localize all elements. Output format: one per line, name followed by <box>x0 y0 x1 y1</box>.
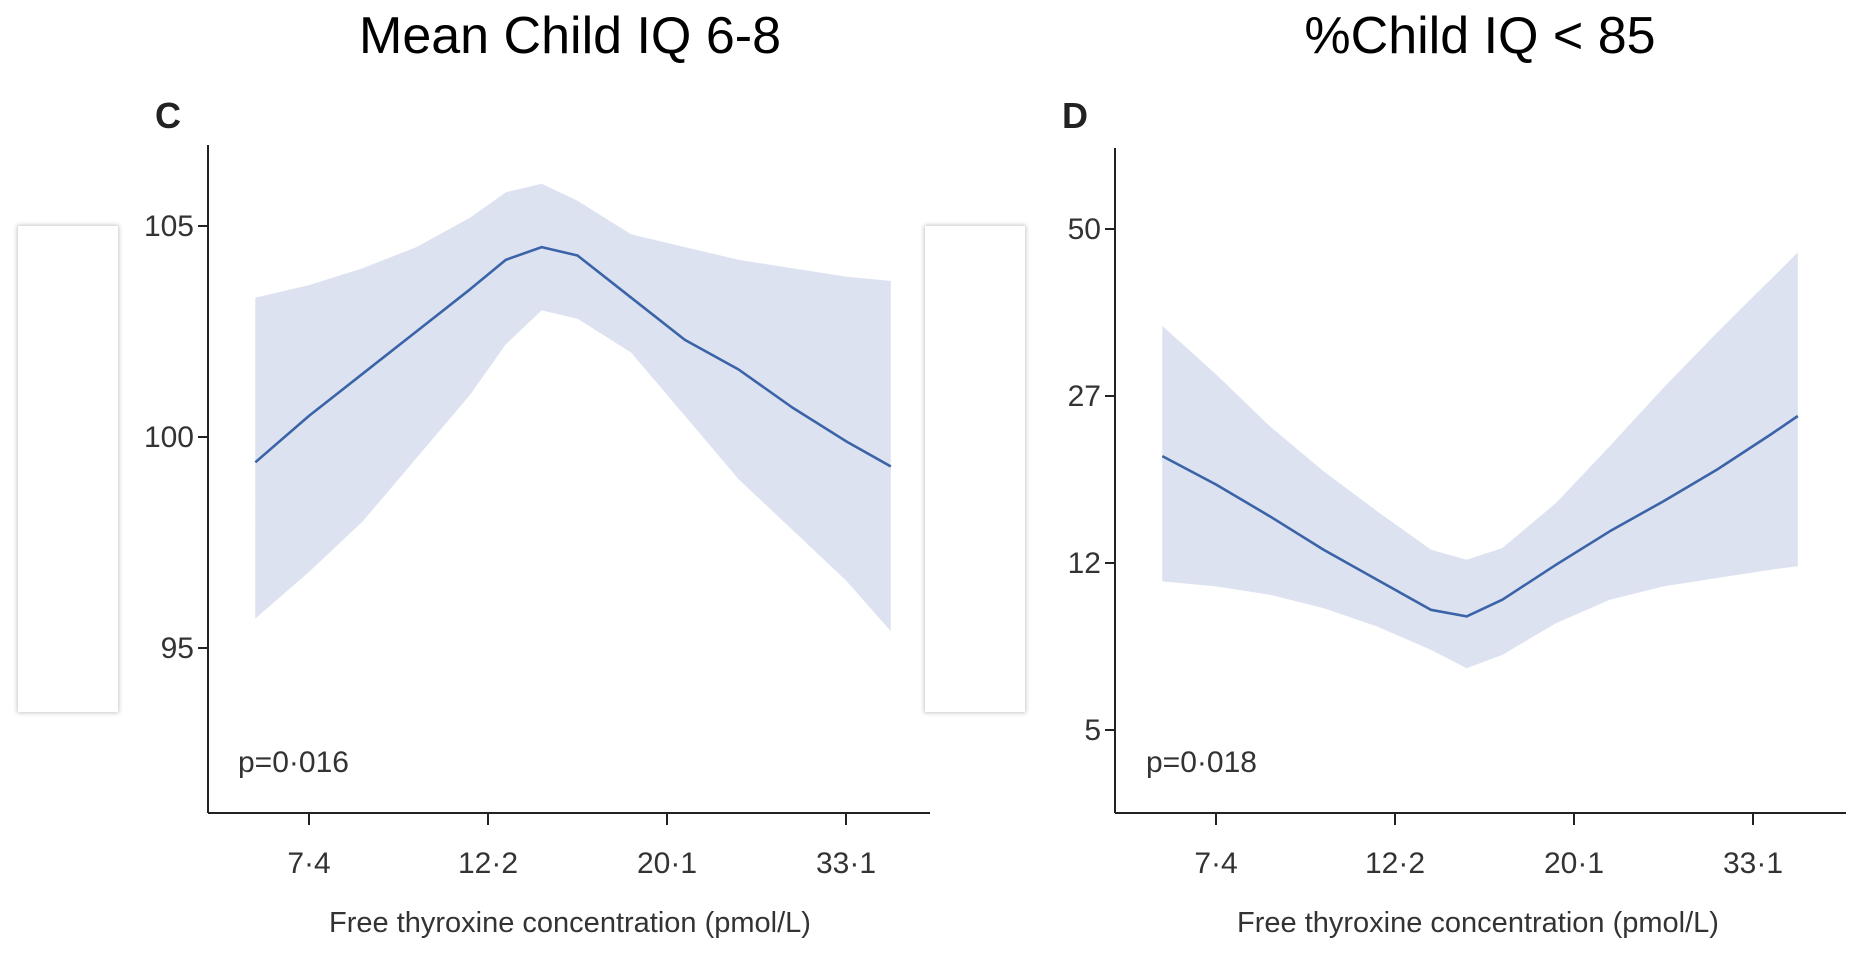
series-line-c <box>254 245 892 468</box>
x-axis-label-d: Free thyroxine concentration (pmol/L) <box>1237 907 1719 939</box>
y-tick-label-c: 100 <box>144 421 194 454</box>
panel-label-d: D <box>1062 95 1088 136</box>
p-value-annotation-c: p=0·016 <box>238 746 349 779</box>
confidence-band-d <box>1162 252 1798 669</box>
x-tick-label-c: 7·4 <box>287 847 330 880</box>
confidence-band-c <box>255 183 891 632</box>
chart-title-left: Mean Child IQ 6-8 <box>359 7 781 65</box>
x-tick-label-d: 7·4 <box>1194 847 1237 880</box>
x-axis-label-c: Free thyroxine concentration (pmol/L) <box>329 907 811 939</box>
x-tick-label-d: 12·2 <box>1365 847 1425 880</box>
x-tick-label-c: 20·1 <box>637 847 697 880</box>
y-tick-label-c: 95 <box>161 632 194 665</box>
x-tick-label-c: 33·1 <box>816 847 876 880</box>
y-tick-label-c: 105 <box>144 210 194 243</box>
p-value-annotation-d: p=0·018 <box>1146 746 1257 779</box>
y-tick-label-d: 12 <box>1068 547 1101 580</box>
panel-label-c: C <box>155 95 181 136</box>
blank-overlay-left <box>18 226 118 712</box>
x-tick-label-d: 33·1 <box>1723 847 1783 880</box>
x-tick-label-c: 12·2 <box>458 847 518 880</box>
blank-overlay-right <box>925 226 1025 712</box>
x-tick-label-d: 20·1 <box>1544 847 1604 880</box>
chart-title-right: %Child IQ < 85 <box>1304 7 1656 65</box>
y-tick-label-d: 5 <box>1084 714 1101 747</box>
y-tick-label-d: 50 <box>1068 213 1101 246</box>
series-line-d <box>1161 414 1799 618</box>
y-tick-label-d: 27 <box>1068 380 1101 413</box>
